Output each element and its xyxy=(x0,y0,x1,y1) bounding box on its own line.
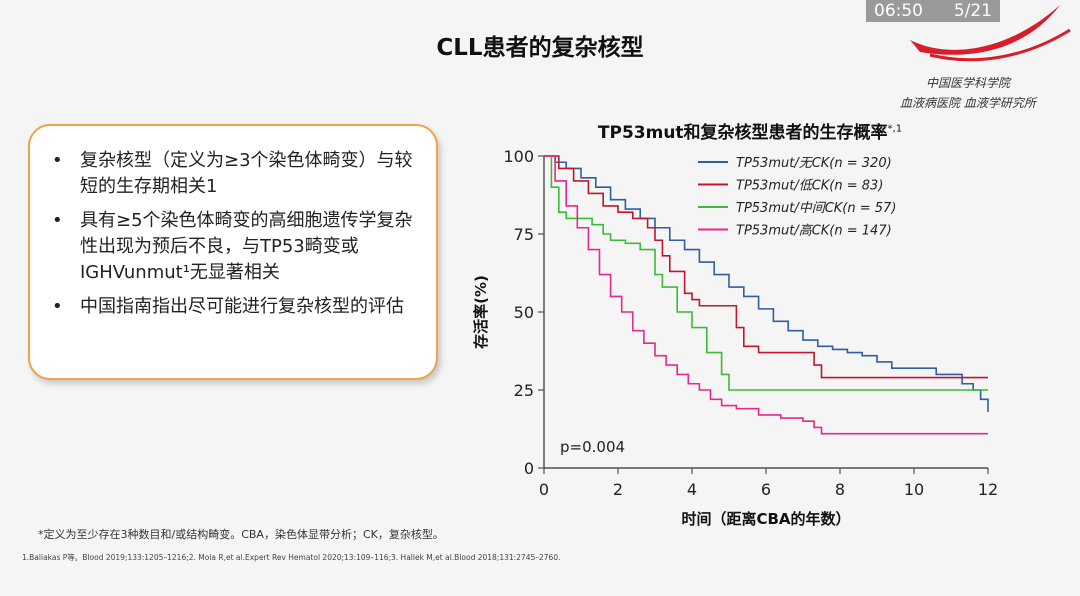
survival-chart: 0 25 50 75 100 0 2 4 6 8 10 12 时间（距离CBA的年数） 存活率(%) TP5… xyxy=(472,147,998,528)
y-tick-label: 50 xyxy=(514,303,534,322)
slide-title: CLL患者的复杂核型 xyxy=(436,35,644,61)
legend-label: TP53mut/中间CK(n = 57) xyxy=(736,201,896,216)
x-tick-label: 6 xyxy=(761,480,771,499)
y-axis-label: 存活率(%) xyxy=(472,275,490,349)
bullet-box: • 复杂核型（定义为≥3个染色体畸变）与较短的生存期相关1 • 具有≥5个染色体… xyxy=(28,124,438,380)
x-tick-label: 2 xyxy=(613,480,623,499)
bullet-item: • 复杂核型（定义为≥3个染色体畸变）与较短的生存期相关1 xyxy=(52,148,420,200)
footnote-references: 1.Baliakas P等。Blood 2019;133:1205–1216;2… xyxy=(22,553,561,562)
bullet-item: • 具有≥5个染色体畸变的高细胞遗传学复杂性出现为预后不良，与TP53畸变或IG… xyxy=(52,208,420,286)
y-tick-label: 100 xyxy=(503,147,534,166)
bullet-dot-icon: • xyxy=(52,210,63,231)
clock-text: 06:50 xyxy=(874,1,923,21)
x-tick-label: 12 xyxy=(978,480,998,499)
y-tick-label: 0 xyxy=(524,459,534,478)
legend-label: TP53mut/低CK(n = 83) xyxy=(736,179,883,194)
series-line-1 xyxy=(544,155,989,412)
status-bar: 06:50 5/21 xyxy=(866,0,1000,22)
y-tick-label: 75 xyxy=(514,225,534,244)
x-tick-label: 10 xyxy=(904,480,924,499)
bullet-text: 具有≥5个染色体畸变的高细胞遗传学复杂性出现为预后不良，与TP53畸变或IGHV… xyxy=(80,210,413,283)
series-line-3 xyxy=(544,155,988,391)
p-value-annotation: p=0.004 xyxy=(560,438,625,456)
bullet-item: • 中国指南指出尽可能进行复杂核型的评估 xyxy=(52,294,420,320)
legend-label: TP53mut/高CK(n = 147) xyxy=(736,224,892,239)
bullet-text: 复杂核型（定义为≥3个染色体畸变）与较短的生存期相关1 xyxy=(80,150,413,197)
logo-swoosh-icon xyxy=(910,5,1071,62)
chart-title-superscript: *,1 xyxy=(887,123,903,135)
bullet-dot-icon: • xyxy=(52,296,63,317)
x-axis-label: 时间（距离CBA的年数） xyxy=(681,510,850,528)
logo-line-2: 血液病医院 血液学研究所 xyxy=(900,96,1036,110)
y-tick-label: 25 xyxy=(514,381,534,400)
page-counter: 5/21 xyxy=(953,1,992,21)
chart-title-text: TP53mut和复杂核型患者的生存概率 xyxy=(597,123,888,143)
series-line-2 xyxy=(544,155,988,379)
bullet-text: 中国指南指出尽可能进行复杂核型的评估 xyxy=(80,296,404,317)
x-tick-label: 8 xyxy=(835,480,845,499)
footnote-definition: *定义为至少存在3种数目和/或结构畸变。CBA，染色体显带分析；CK，复杂核型。 xyxy=(38,528,444,541)
x-tick-label: 0 xyxy=(539,480,549,499)
chart-title: TP53mut和复杂核型患者的生存概率*,1 xyxy=(520,118,980,143)
x-tick-label: 4 xyxy=(687,480,697,499)
legend-label: TP53mut/无CK(n = 320) xyxy=(736,156,892,171)
bullet-dot-icon: • xyxy=(52,150,63,171)
series-line-4 xyxy=(544,155,988,435)
institute-logo: 中国医学科学院 血液病医院 血液学研究所 xyxy=(890,0,1080,110)
logo-line-1: 中国医学科学院 xyxy=(926,76,1011,90)
